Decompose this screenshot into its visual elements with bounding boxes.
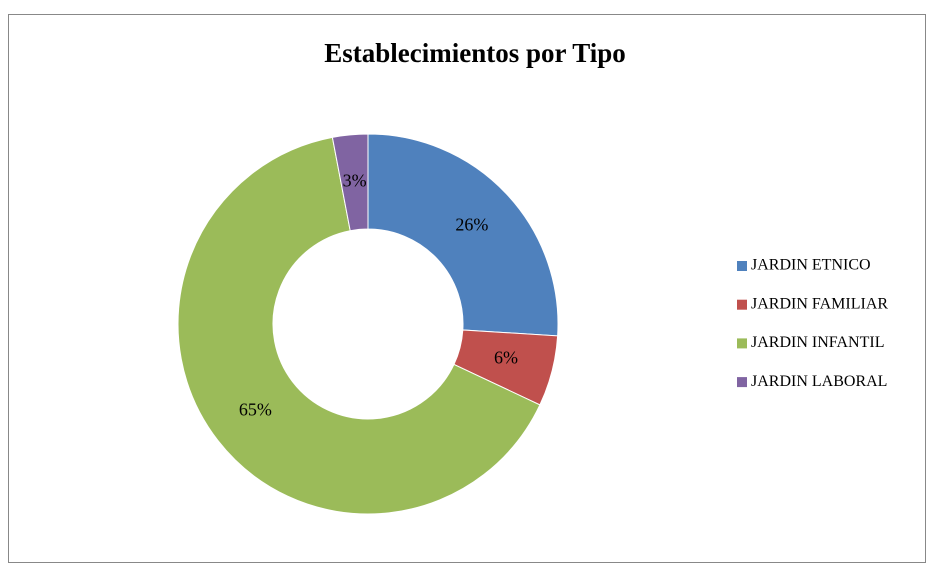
- donut-slice: [177, 136, 541, 515]
- legend-label: JARDIN FAMILIAR: [751, 295, 888, 312]
- legend-swatch: [737, 377, 747, 388]
- legend-label: JARDIN ETNICO: [751, 257, 871, 274]
- legend-swatch: [737, 261, 747, 271]
- legend-swatch: [737, 338, 747, 349]
- data-label: 65%: [239, 399, 272, 419]
- legend-label: JARDIN INFANTIL: [751, 334, 884, 351]
- data-label: 26%: [455, 215, 488, 235]
- donut-slice: [331, 133, 369, 232]
- data-label: 3%: [343, 170, 367, 190]
- legend-swatch: [737, 299, 747, 310]
- legend-label: JARDIN LABORAL: [751, 373, 887, 390]
- chart-title: Establecimientos por Tipo: [324, 38, 626, 68]
- data-label: 6%: [494, 348, 518, 368]
- donut-slice: [367, 133, 559, 337]
